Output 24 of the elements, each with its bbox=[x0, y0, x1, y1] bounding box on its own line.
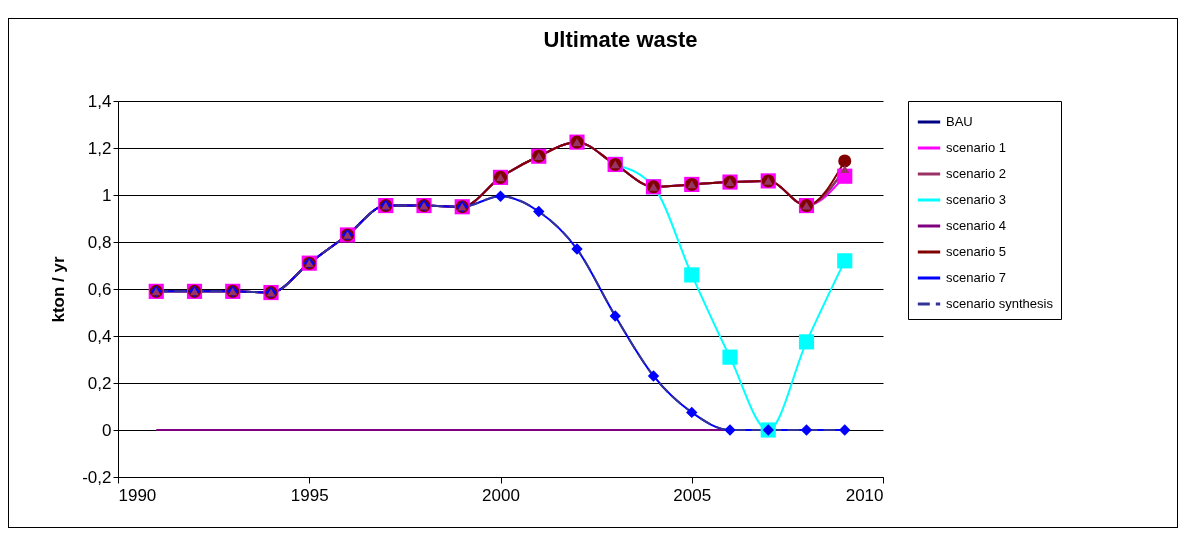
y-tick-label: 0,4 bbox=[87, 326, 112, 346]
legend-label: scenario 7 bbox=[946, 270, 1006, 285]
legend-label: scenario 1 bbox=[946, 140, 1006, 155]
y-axis-title: kton / yr bbox=[49, 256, 69, 323]
y-tick-label: 0,8 bbox=[87, 232, 112, 252]
legend-label: BAU bbox=[946, 114, 973, 129]
y-tick-label: 1,2 bbox=[87, 138, 112, 158]
legend-label: scenario 2 bbox=[946, 166, 1006, 181]
y-tick-label: 0,6 bbox=[87, 279, 112, 299]
x-tick-label: 2000 bbox=[482, 485, 520, 505]
y-tick-label: 1 bbox=[102, 185, 112, 205]
chart-title: Ultimate waste bbox=[543, 27, 698, 52]
y-tick-label: 1,4 bbox=[87, 91, 112, 111]
y-tick-label: 0,2 bbox=[87, 373, 112, 393]
y-tick-label: 0 bbox=[102, 420, 112, 440]
legend-label: scenario 5 bbox=[946, 244, 1006, 259]
x-tick-label: 1990 bbox=[118, 485, 157, 505]
x-tick-label: 1995 bbox=[290, 485, 329, 505]
x-tick-label: 2010 bbox=[845, 485, 884, 505]
legend-label: scenario 3 bbox=[946, 192, 1006, 207]
legend-label: scenario synthesis bbox=[946, 296, 1054, 311]
x-tick-label: 2005 bbox=[673, 485, 712, 505]
legend-label: scenario 4 bbox=[946, 218, 1006, 233]
y-tick-label: -0,2 bbox=[82, 467, 112, 487]
